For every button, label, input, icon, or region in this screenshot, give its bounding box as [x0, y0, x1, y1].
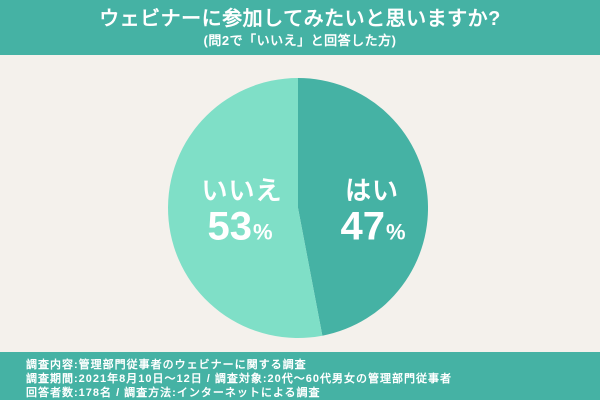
pie-slice-1 — [168, 78, 323, 338]
pie-value-yes-number: 47 — [340, 204, 385, 249]
pie-label-yes: はい — [344, 175, 400, 206]
pie-slice-0 — [298, 78, 428, 336]
pie-value-yes-percent-sign: % — [385, 219, 406, 245]
pie-value-no: 53% — [207, 205, 272, 250]
chart-area: いいえ 53% はい 47% — [0, 55, 600, 352]
pie-chart-svg — [168, 78, 428, 338]
survey-respondents-method-line: 回答者数:178名 / 調査方法:インターネットによる調査 — [26, 387, 321, 399]
pie-value-no-number: 53 — [207, 204, 252, 249]
page-title: ウェビナーに参加してみたいと思いますか? — [99, 7, 501, 30]
pie-value-yes: 47% — [340, 205, 405, 250]
page-subtitle: (問2で「いいえ」と回答した方) — [203, 32, 397, 48]
pie-value-no-percent-sign: % — [252, 219, 273, 245]
survey-content-line: 調査内容:管理部門従事者のウェビナーに関する調査 — [26, 359, 307, 371]
survey-period-target-line: 調査期間:2021年8月10日〜12日 / 調査対象:20代〜60代男女の管理部… — [26, 373, 453, 385]
header-band: ウェビナーに参加してみたいと思いますか? (問2で「いいえ」と回答した方) — [0, 0, 600, 55]
footer-band: 調査内容:管理部門従事者のウェビナーに関する調査 調査期間:2021年8月10日… — [0, 352, 600, 400]
pie-label-no: いいえ — [201, 175, 283, 206]
